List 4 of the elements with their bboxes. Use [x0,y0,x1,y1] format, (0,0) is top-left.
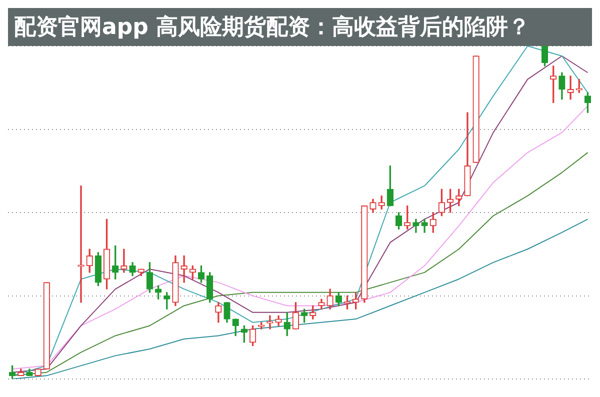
chart-title: 配资官网app 高风险期货配资：高收益背后的陷阱？ [8,8,592,46]
candlestick [120,248,128,273]
candlestick [567,76,574,100]
candlestick [180,255,188,283]
